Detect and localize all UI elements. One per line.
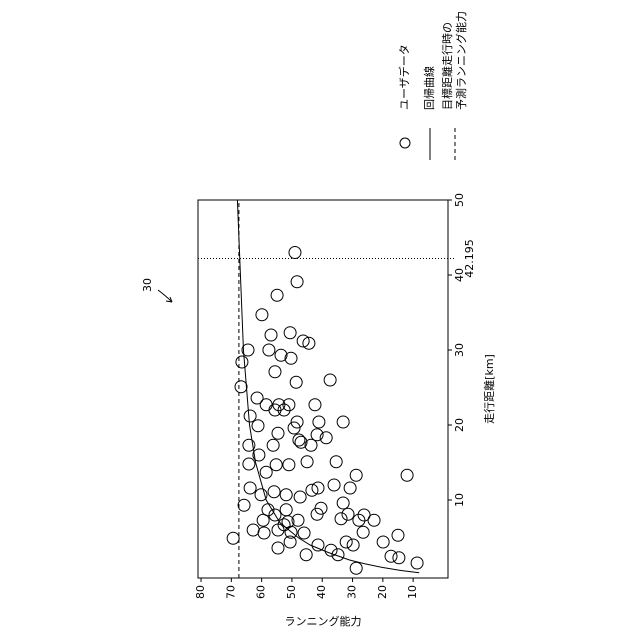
legend-label: 目標距離走行時の — [440, 22, 454, 110]
data-point — [285, 352, 297, 364]
data-point — [260, 399, 272, 411]
data-point — [298, 527, 310, 539]
y-tick-label: 50 — [285, 585, 298, 599]
x-tick-label: 10 — [453, 493, 466, 507]
data-point — [309, 399, 321, 411]
y-tick-label: 40 — [315, 585, 328, 599]
data-point — [263, 344, 275, 356]
data-point — [324, 374, 336, 386]
data-point — [267, 439, 279, 451]
data-point — [256, 309, 268, 321]
data-point — [280, 504, 292, 516]
data-point — [278, 404, 290, 416]
y-tick-label: 60 — [255, 585, 268, 599]
y-tick-label: 20 — [376, 585, 389, 599]
data-point — [357, 526, 369, 538]
data-point — [244, 482, 256, 494]
data-point — [328, 479, 340, 491]
data-point — [258, 527, 270, 539]
data-point — [243, 458, 255, 470]
data-point — [291, 276, 303, 288]
data-point — [271, 289, 283, 301]
data-point — [393, 552, 405, 564]
data-point — [342, 508, 354, 520]
data-point — [347, 539, 359, 551]
data-point — [265, 329, 277, 341]
data-point — [272, 542, 284, 554]
reference-arrow — [158, 290, 172, 302]
data-point — [337, 416, 349, 428]
data-point — [294, 491, 306, 503]
y-tick-label: 70 — [224, 585, 237, 599]
y-tick-label: 30 — [346, 585, 359, 599]
figure: 10203040501020304050607080走行距離[km]ランニング能… — [0, 0, 640, 640]
data-point — [301, 456, 313, 468]
data-point — [300, 549, 312, 561]
data-point — [252, 420, 264, 432]
data-point — [247, 524, 259, 536]
regression-curve — [237, 200, 419, 573]
page: {"chart_data":{"type":"scatter","referen… — [0, 0, 640, 640]
data-point — [270, 459, 282, 471]
target-distance-label: 42.195 — [463, 239, 476, 278]
data-point — [350, 562, 362, 574]
data-point — [411, 557, 423, 569]
data-point — [255, 489, 267, 501]
data-point — [401, 469, 413, 481]
data-point — [280, 489, 292, 501]
data-point — [368, 514, 380, 526]
x-tick-label: 50 — [453, 193, 466, 207]
y-axis-label: ランニング能力 — [285, 614, 362, 628]
data-point — [330, 456, 342, 468]
data-point — [337, 497, 349, 509]
data-point — [353, 514, 365, 526]
data-point — [236, 356, 248, 368]
data-point — [350, 469, 362, 481]
data-point — [235, 381, 247, 393]
data-point — [283, 459, 295, 471]
data-point — [284, 327, 296, 339]
data-point — [392, 529, 404, 541]
legend-label: 回帰曲線 — [422, 66, 436, 110]
legend-label: ユーザデータ — [397, 44, 411, 110]
reference-numeral: 30 — [141, 278, 154, 292]
data-point — [227, 532, 239, 544]
x-axis-label: 走行距離[km] — [482, 354, 496, 424]
y-tick-label: 10 — [406, 585, 419, 599]
data-point — [289, 247, 301, 259]
data-point — [305, 439, 317, 451]
y-tick-label: 80 — [194, 585, 207, 599]
data-point — [260, 466, 272, 478]
data-point — [238, 499, 250, 511]
data-point — [335, 513, 347, 525]
data-point — [272, 427, 284, 439]
x-tick-label: 30 — [453, 343, 466, 357]
data-point — [344, 482, 356, 494]
data-point — [377, 536, 389, 548]
rotated-chart: 10203040501020304050607080走行距離[km]ランニング能… — [141, 11, 496, 628]
legend-marker — [400, 138, 410, 148]
data-point — [313, 416, 325, 428]
x-tick-label: 20 — [453, 418, 466, 432]
data-point — [269, 366, 281, 378]
data-point — [293, 434, 305, 446]
legend-label: 予測ランニング能力 — [454, 11, 468, 110]
data-point — [244, 410, 256, 422]
data-point — [290, 376, 302, 388]
data-point — [340, 536, 352, 548]
data-point — [385, 550, 397, 562]
data-point — [268, 486, 280, 498]
data-point — [312, 539, 324, 551]
